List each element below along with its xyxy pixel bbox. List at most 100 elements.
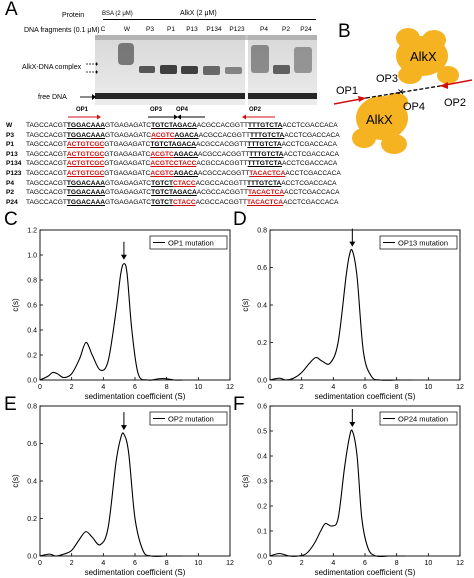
y-tick-label: 0.0 [257,554,267,561]
panel-label-f: F [233,394,245,415]
sequence-segment: ACGCCACGGTT [196,141,248,149]
sequence-segment: ACGCCACGGTT [196,160,248,168]
sequence-segment: CTACC [173,179,196,187]
x-tick-label: 2 [70,384,74,391]
dna-line-dashed [365,85,441,99]
y-tick-label: 0.8 [27,404,37,411]
protein-label: Protein [62,12,85,19]
free-dna-arrow [80,94,96,100]
gel-complex-band [225,67,242,74]
sequence-segment: ACCTCGACCACA [284,189,340,197]
sequence-row: P2 TAGCCACGTTGGACAAAGTGAGAGATCTGTCTAGACAA… [6,188,340,197]
legend-label: OP2 mutation [168,415,214,424]
y-tick-label: 0.8 [257,228,267,235]
sequence-segment: ACTGTCGC [66,160,105,168]
y-tick-label: 0.2 [257,340,267,347]
sequence-name: P123 [6,170,22,177]
alkx-blob [398,66,422,84]
y-axis-label: c(s) [241,298,250,312]
gel-smear [294,47,312,73]
x-axis-label: sedimentation coefficient (S) [85,568,186,577]
sequence-name: P24 [6,198,18,206]
x-tick-label: 8 [395,560,399,567]
sequence-segment: ACGTCCTACC [150,160,197,168]
x-tick-label: 6 [133,560,137,567]
sequence-row: P13 TAGCCACGTACTGTCGCGTGAGAGATCACGTCAGACA… [6,150,339,159]
sequence-segment: ACGCCACGGTT [198,131,250,139]
sequence-name: P2 [6,189,15,197]
sequence-name: P4 [6,179,15,187]
x-tick-label: 10 [424,384,432,391]
lane-label: W [123,26,131,33]
sequence-segment: TAGCCACGT [26,141,67,149]
y-tick-label: 0.4 [257,303,267,310]
alkx-blob [352,128,376,148]
chart-op24: 0 2 4 6 8 10 12 0.0 0.1 0.2 0.3 0.4 0.5 0.6 sedimentat… [241,404,464,578]
panel-label-e: E [4,394,17,415]
sequence-segment: TACACTCA [246,198,284,206]
peak-arrowhead [349,422,356,427]
dna-fragments-label: DNA fragments (0.1 μM) [24,27,100,34]
sequence-segment: ACGCCACGGTT [197,150,250,158]
gel-image [95,35,317,105]
x-tick-label: 6 [363,560,367,567]
sequence-segment: TAGCCACGT [26,150,67,158]
peak-arrowhead [120,425,127,431]
y-tick-label: 0.8 [27,278,37,285]
lane-label: P123 [229,26,245,33]
sequence-segment: TACACTCA [249,170,286,177]
sequence-segment: ACGCCACGGTT [195,198,247,206]
plot-frame [269,405,461,557]
legend-box [149,411,228,426]
alkx-bracket [120,19,316,20]
alkx-blob [437,66,459,84]
sequence-segment: TTTGTCTA [247,141,282,149]
x-tick-label: 10 [424,560,432,567]
y-axis-label: c(s) [241,474,250,488]
sequence-row: P24 TAGCCACGTTGGACAAAGTGAGAGATCTGTCTCTACC… [6,198,338,207]
x-axis-label: sedimentation coefficient (S) [315,568,416,577]
y-tick-label: 0.3 [257,479,267,486]
chart-op13: 0 2 4 6 8 10 12 0.0 0.2 0.4 0.6 0.8 sedimentation co… [241,228,464,402]
op1-label: OP1 [76,107,89,113]
op1-diagram-label: OP1 [336,85,358,97]
sequence-row: P4 TAGCCACGTTGGACAAAGTGAGAGATCTGTCTCTACCA… [6,179,337,188]
sequence-segment: TAGCCACGT [26,189,67,197]
sequence-segment: ACGCCACGGTT [197,170,250,177]
x-tick-label: 12 [456,560,464,567]
op3-diagram-label: OP3 [376,73,398,85]
sequence-segment: ACCTCGACCACA [281,141,337,149]
sequence-segment: TGTCTAGACA [151,122,197,129]
sequence-segment: ACCTCGACCACA [283,150,339,158]
x-axis-label: sedimentation coefficient (S) [85,392,186,401]
dna-arrow-right [440,82,448,89]
x-tick-label: 4 [331,384,335,391]
lane-label: C [100,26,106,33]
sequence-segment: ACCTCGACCACA [284,131,340,139]
y-tick-label: 0.0 [27,554,37,561]
sequence-segment: ACTGTCGC [66,150,105,158]
gel-wells [95,35,317,40]
x-tick-label: 12 [456,384,464,391]
operator-diagram: AlkX AlkX ✕ OP1 OP3 OP4 OP2 [333,28,473,154]
sequence-segment: GTGAGAGATC [105,131,152,139]
sequence-segment: GTGAGAGATC [104,160,151,168]
y-tick-label: 0.2 [27,353,37,360]
sequence-segment: ACGTC [151,131,175,139]
gel-free-dna-band [248,93,317,99]
y-tick-label: 0.5 [257,429,267,436]
sequence-name: W [6,122,13,129]
y-tick-label: 0.4 [27,479,37,486]
sequence-name: P1 [6,141,15,149]
lane-label: P134 [206,26,222,33]
sequence-name: P134 [6,160,22,168]
sequence-segment: GTGAGAGATC [105,198,152,206]
sequence-segment: TAGCCACGT [26,198,67,206]
sequence-segment: ACCTCGACCACA [283,198,339,206]
sequence-segment: TTTGTCTA [249,150,284,158]
legend-label: OP13 mutation [398,239,448,248]
sequence-row: P123 TAGCCACGTACTGTCGCGTGAGAGATCACGTCAGAC… [6,169,341,178]
x-tick-label: 4 [101,384,105,391]
sequence-segment: TGGACAAA [66,198,106,206]
alkx-label-top: AlkX [410,49,437,64]
